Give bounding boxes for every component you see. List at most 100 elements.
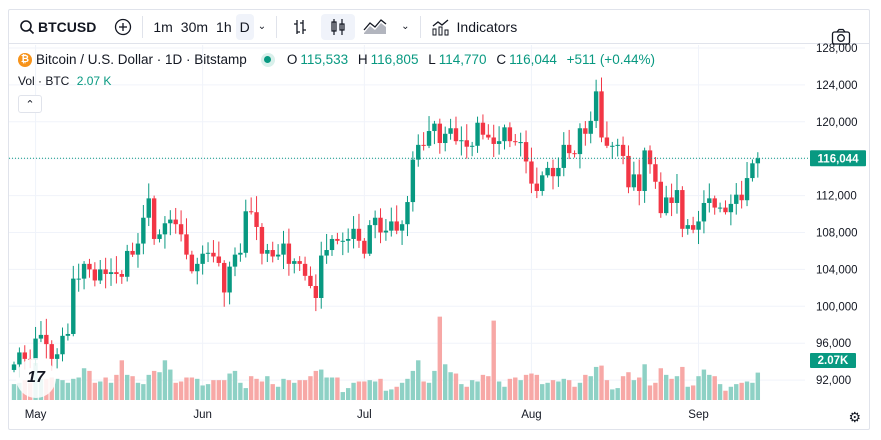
chevron-down-icon: ⌄ [401, 21, 410, 32]
candle-body [486, 134, 491, 138]
candle-body [502, 127, 507, 142]
interval-dropdown[interactable]: ⌄ [254, 14, 270, 40]
candle-body [572, 153, 577, 155]
chart-style-dropdown[interactable]: ⌄ [397, 14, 413, 40]
volume-bar [378, 378, 383, 400]
volume-bar [658, 368, 663, 400]
candle-body [593, 91, 599, 121]
candle-body [216, 256, 222, 263]
candle-body [744, 178, 750, 201]
volume-bar [523, 374, 529, 400]
volume-bar [540, 384, 545, 400]
candle-body [33, 338, 38, 360]
volume-bar [577, 382, 583, 400]
candles-style-button[interactable] [321, 13, 356, 40]
candle-body [141, 217, 146, 244]
candle-body [755, 158, 761, 164]
candle-body [669, 197, 674, 203]
candle-body [432, 123, 437, 132]
volume-bar [416, 360, 421, 400]
bitcoin-logo-icon: ₿ [18, 52, 32, 67]
compare-button[interactable] [110, 14, 136, 40]
candle-body [259, 226, 265, 254]
candle-body [383, 230, 389, 233]
candle-body [76, 278, 81, 280]
price-tick: 96,000 [816, 338, 851, 350]
volume-bar [248, 376, 254, 400]
candle-body [523, 142, 529, 162]
volume-bar [712, 376, 717, 400]
volume-bar [259, 381, 265, 400]
candle-body [496, 141, 502, 144]
candle-body [340, 240, 345, 242]
volume-bar [340, 392, 345, 400]
candle-body [475, 122, 480, 146]
candle-body [556, 167, 561, 177]
collapse-legend-button[interactable]: ⌃ [18, 95, 42, 113]
candle-body [71, 278, 76, 334]
volume-bar [302, 380, 308, 400]
volume-bar [254, 378, 259, 400]
candle-body [615, 144, 620, 146]
area-style-button[interactable] [359, 14, 391, 40]
interval-1h[interactable]: 1h [216, 18, 232, 35]
candle-body [168, 219, 173, 224]
market-status-icon[interactable] [260, 52, 275, 67]
interval-30m[interactable]: 30m [180, 18, 209, 35]
interval-1m[interactable]: 1m [153, 18, 173, 35]
candle-body [351, 228, 356, 239]
candle-body [356, 228, 362, 241]
candle-body [453, 128, 459, 142]
candle-body [631, 174, 637, 188]
price-tick: 104,000 [816, 264, 858, 276]
low-label: L [428, 52, 436, 67]
chevron-down-icon: ⌄ [257, 21, 267, 32]
volume-bar [178, 381, 184, 400]
candle-body [443, 133, 448, 144]
indicators-button[interactable]: Indicators [427, 14, 522, 40]
volume-bar [674, 376, 680, 400]
candle-body [124, 250, 130, 277]
candle-body [151, 198, 157, 239]
interval-d[interactable]: D [235, 13, 254, 40]
candle-body [647, 150, 653, 165]
volume-bar [200, 385, 205, 400]
candle-body [480, 122, 486, 135]
volume-bar [443, 364, 448, 400]
volume-bar [475, 381, 480, 400]
candle-body [313, 286, 319, 298]
candle-body [685, 225, 690, 229]
price-tick: 108,000 [816, 228, 858, 240]
volume-bar [513, 377, 518, 400]
candle-body [178, 224, 184, 235]
candle-body [184, 234, 189, 255]
candle-body [367, 225, 372, 254]
volume-bar [335, 377, 340, 400]
volume-bar [124, 374, 130, 400]
time-tick: May [25, 409, 47, 421]
last-price-label: 116,044 [818, 153, 860, 165]
volume-bar [173, 382, 178, 400]
volume-bar [87, 370, 92, 400]
volume-bar [459, 384, 464, 400]
chart-settings-button[interactable]: ⚙ [848, 409, 861, 426]
volume-bar [496, 381, 502, 400]
settings-icon: ⚙ [848, 409, 861, 425]
volume-label: Vol · BTC [18, 74, 70, 88]
symbol-search-button[interactable]: BTCUSD [15, 14, 100, 40]
volume-bar [728, 386, 734, 400]
volume-bar [663, 374, 669, 400]
candle-body [674, 190, 680, 203]
volume-bar [135, 382, 141, 400]
volume-bar [583, 374, 588, 400]
bars-style-button[interactable] [287, 14, 313, 40]
candle-body [437, 123, 443, 144]
tradingview-logo[interactable]: 17 [16, 358, 56, 398]
volume-bar [205, 384, 211, 400]
volume-bar [168, 369, 173, 400]
candle-body [507, 127, 513, 142]
volume-bar [11, 384, 17, 400]
candle-body [448, 128, 453, 134]
snapshot-button[interactable] [831, 28, 851, 49]
